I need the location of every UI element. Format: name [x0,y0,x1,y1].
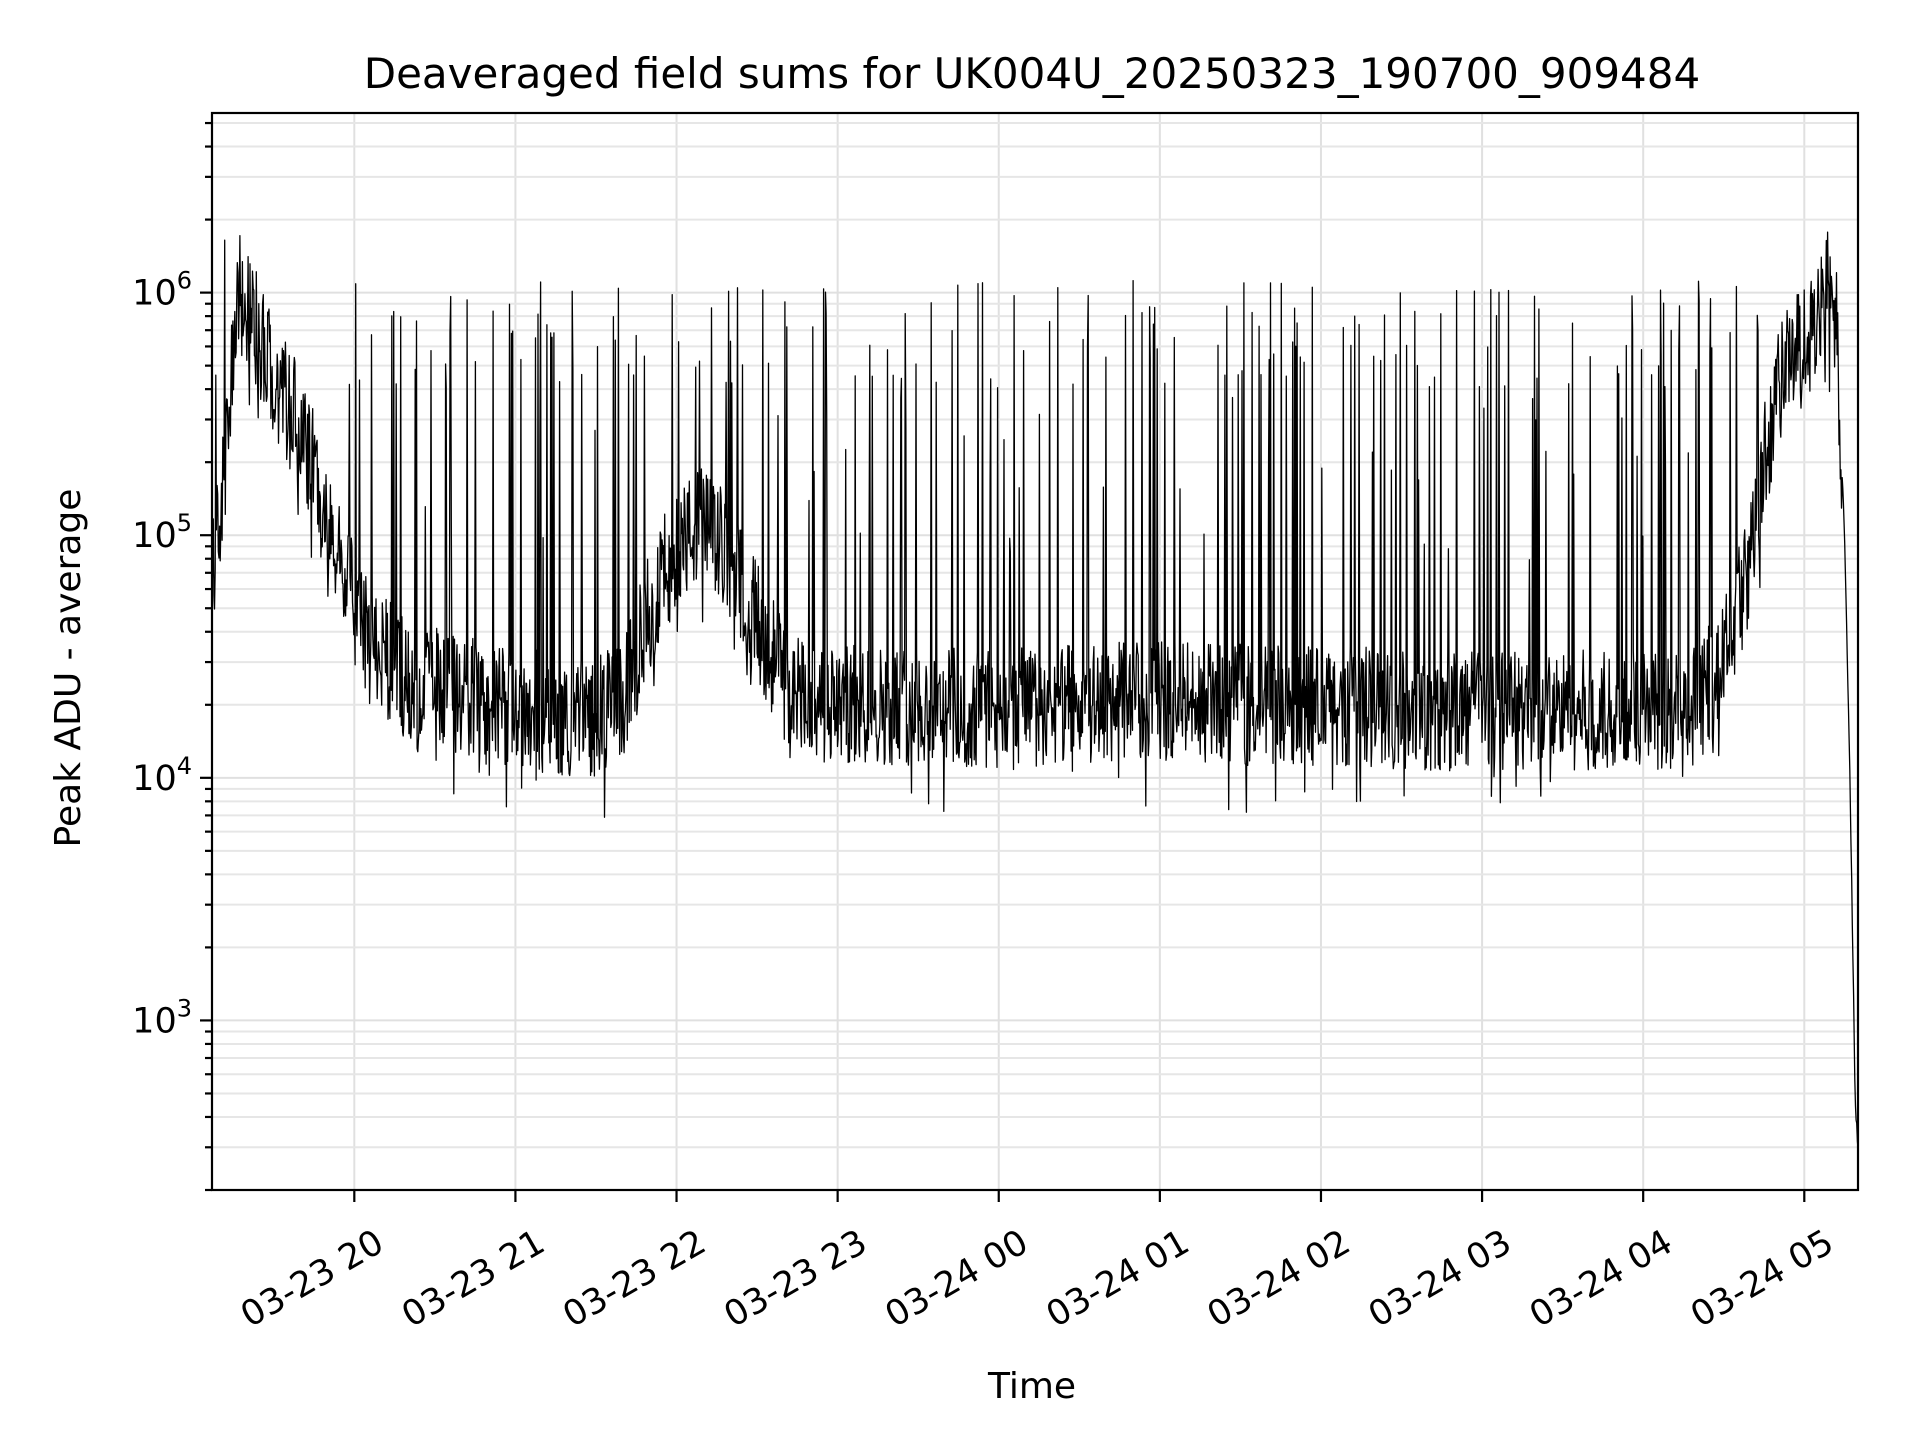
axis-ticks [200,121,1806,1202]
y-tick-label: 106 [132,267,192,314]
y-tick-exponent: 5 [177,509,192,537]
y-tick-label: 104 [132,752,192,799]
y-tick-exponent: 4 [177,752,192,780]
y-tick-exponent: 6 [177,267,192,295]
chart-title: Deaveraged field sums for UK004U_2025032… [364,49,1700,98]
y-tick-base: 10 [132,1001,177,1041]
series-layer [211,231,1859,1149]
y-tick-base: 10 [132,274,177,314]
y-tick-label: 105 [132,509,192,556]
y-axis-label: Peak ADU - average [48,489,89,848]
plot-frame [210,111,1860,1192]
y-tick-label: 103 [132,994,192,1041]
series-line [211,231,1859,1149]
y-tick-base: 10 [132,516,177,556]
y-tick-exponent: 3 [177,994,192,1022]
x-axis-label: Time [987,1366,1076,1407]
y-tick-base: 10 [132,759,177,799]
